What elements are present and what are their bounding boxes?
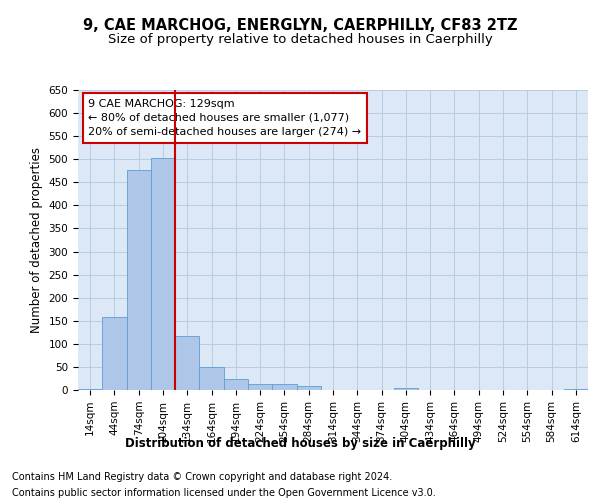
Text: Distribution of detached houses by size in Caerphilly: Distribution of detached houses by size … (125, 438, 475, 450)
Bar (394, 388, 418, 390)
Text: Size of property relative to detached houses in Caerphilly: Size of property relative to detached ho… (107, 32, 493, 46)
Bar (272, 384, 296, 390)
Text: Contains public sector information licensed under the Open Government Licence v3: Contains public sector information licen… (12, 488, 436, 498)
Bar (102, 317, 127, 390)
Y-axis label: Number of detached properties: Number of detached properties (30, 147, 43, 333)
Text: Contains HM Land Registry data © Crown copyright and database right 2024.: Contains HM Land Registry data © Crown c… (12, 472, 392, 482)
Bar (199, 368, 224, 390)
Bar (564, 388, 588, 390)
Bar (127, 170, 151, 390)
Text: 9, CAE MARCHOG, ENERGLYN, CAERPHILLY, CF83 2TZ: 9, CAE MARCHOG, ENERGLYN, CAERPHILLY, CF… (83, 18, 517, 32)
Bar (224, 380, 248, 390)
Bar (78, 388, 102, 390)
Bar (296, 386, 321, 390)
Bar (151, 158, 175, 390)
Bar (248, 384, 272, 390)
Text: 9 CAE MARCHOG: 129sqm
← 80% of detached houses are smaller (1,077)
20% of semi-d: 9 CAE MARCHOG: 129sqm ← 80% of detached … (88, 99, 361, 137)
Bar (175, 336, 199, 390)
